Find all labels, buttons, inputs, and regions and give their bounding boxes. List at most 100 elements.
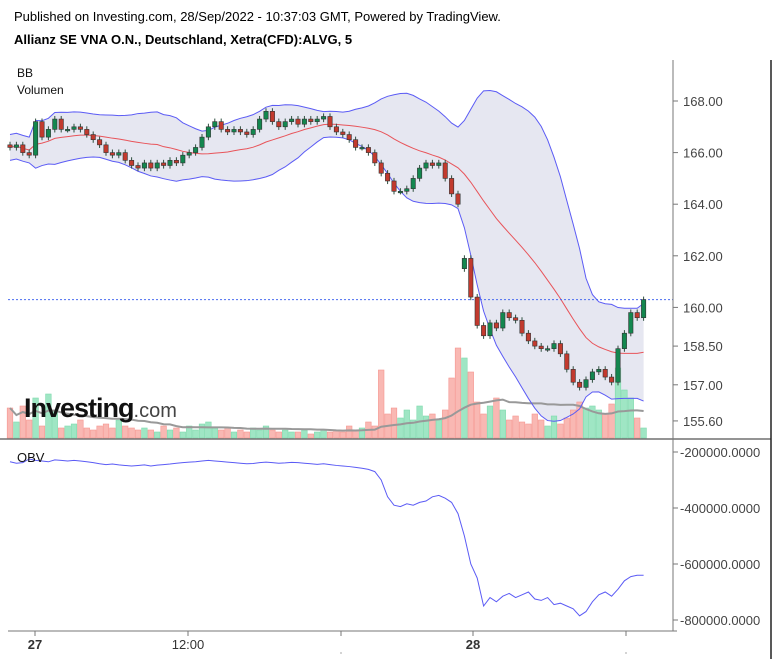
volume-bar xyxy=(109,427,116,439)
legend-volume[interactable]: Volumen xyxy=(17,83,64,97)
volume-bar xyxy=(243,431,250,439)
volume-bar xyxy=(218,429,225,439)
candle xyxy=(301,115,307,128)
candle-body xyxy=(13,144,19,148)
candle-body xyxy=(641,299,647,319)
volume-bar xyxy=(90,429,97,439)
candle xyxy=(250,126,256,138)
candle xyxy=(135,162,141,172)
candle-body xyxy=(538,345,544,349)
time-tick-label: 12:00 xyxy=(172,637,205,652)
legend-obv[interactable]: OBV xyxy=(17,450,45,465)
candle-body xyxy=(609,376,615,383)
candle xyxy=(391,177,397,195)
volume-bar xyxy=(346,425,353,439)
volume-bar xyxy=(38,425,46,439)
candle-body xyxy=(109,152,115,156)
volume-bar xyxy=(147,429,154,439)
candle-body xyxy=(45,129,51,138)
obv-tick-label: -800000.0000 xyxy=(680,613,760,628)
candle xyxy=(84,126,90,138)
candle xyxy=(225,126,231,136)
candle-body xyxy=(65,129,71,132)
volume-bar xyxy=(634,417,641,439)
candle-body xyxy=(205,126,211,138)
candle-body xyxy=(455,193,461,205)
volume-bar xyxy=(166,429,174,439)
candle-body xyxy=(167,160,173,166)
candle-body xyxy=(122,152,128,161)
candle xyxy=(90,131,96,143)
candle-body xyxy=(423,162,429,169)
candle xyxy=(596,366,602,375)
obv-line xyxy=(9,458,644,617)
candle xyxy=(173,157,179,167)
volume-bar xyxy=(589,405,596,439)
volume-bar xyxy=(230,431,238,439)
volume-bar xyxy=(557,423,564,439)
candle-body xyxy=(410,178,416,190)
volume-bar xyxy=(128,427,135,439)
candle xyxy=(506,309,512,321)
candle-body xyxy=(551,343,557,349)
volume-bar xyxy=(269,429,276,439)
volume-bar xyxy=(595,409,602,439)
volume-bar xyxy=(211,427,218,439)
candle xyxy=(45,126,51,141)
candle xyxy=(148,159,154,172)
time-tick-label: 27 xyxy=(28,637,42,652)
candle xyxy=(116,149,122,159)
volume-bar xyxy=(294,431,302,439)
volume-bar xyxy=(544,425,551,439)
candle xyxy=(212,118,218,130)
candle-body xyxy=(186,152,192,156)
candle xyxy=(551,340,557,352)
volume-bar xyxy=(256,429,263,439)
candle-body xyxy=(327,116,333,128)
candle xyxy=(455,190,461,208)
candle-body xyxy=(135,165,141,169)
volume-ma-line xyxy=(9,398,644,432)
candle-body xyxy=(26,152,32,156)
volume-bar xyxy=(429,413,436,439)
candle-body xyxy=(506,312,512,319)
candle xyxy=(167,157,173,169)
candle xyxy=(276,118,282,130)
bb-basis-line xyxy=(9,123,644,354)
volume-bar xyxy=(518,421,526,439)
candle xyxy=(532,337,538,350)
candle xyxy=(557,340,563,357)
price-tick-label: 162.00 xyxy=(683,249,723,264)
price-tick-label: 164.00 xyxy=(683,197,723,212)
volume-bar xyxy=(576,401,583,439)
volume-bar xyxy=(358,427,366,439)
candle xyxy=(122,149,128,164)
candle xyxy=(545,345,551,352)
candle-body xyxy=(244,131,250,135)
candle-body xyxy=(71,126,77,130)
volume-bar xyxy=(224,427,231,439)
chart-title: Allianz SE VNA O.N., Deutschland, Xetra(… xyxy=(14,32,353,47)
volume-bar xyxy=(339,431,346,439)
candle xyxy=(71,123,77,133)
legend-bb[interactable]: BB xyxy=(17,66,34,80)
volume-bar xyxy=(96,425,103,439)
candle-body xyxy=(513,317,519,321)
volume-bar xyxy=(474,401,481,439)
candle xyxy=(634,309,640,321)
candle-body xyxy=(468,258,474,298)
obv-tick-label: -400000.0000 xyxy=(680,501,760,516)
candle xyxy=(378,159,384,177)
candle-body xyxy=(58,118,64,130)
volume-bar xyxy=(538,419,545,439)
candle xyxy=(77,123,83,133)
volume-bar xyxy=(262,425,270,439)
volume-bar xyxy=(493,397,500,439)
candle xyxy=(314,115,320,125)
volume-bar xyxy=(410,419,417,439)
volume-bar xyxy=(390,407,398,439)
candle-body xyxy=(346,134,352,140)
candle xyxy=(525,330,531,345)
candle-body xyxy=(314,118,320,122)
